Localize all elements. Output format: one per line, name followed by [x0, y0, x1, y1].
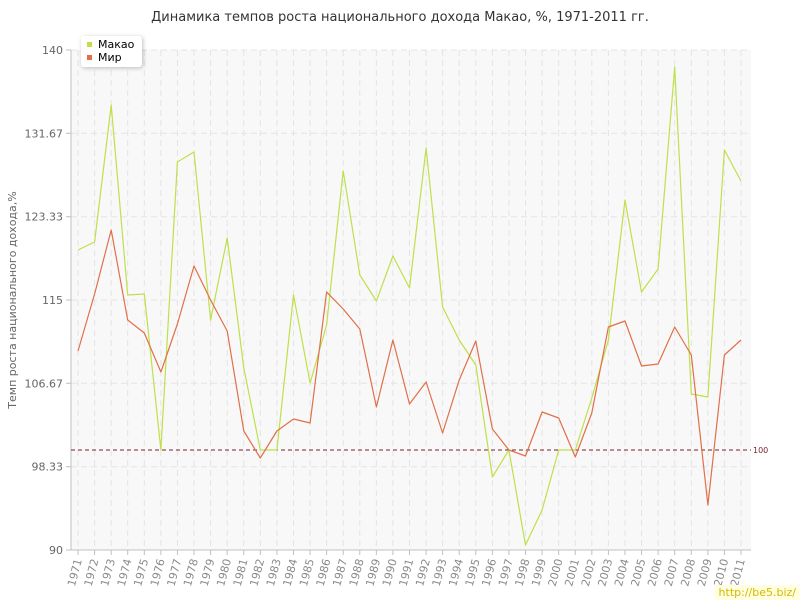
y-tick-label: 106.67: [25, 377, 64, 390]
legend-label-world: Мир: [98, 51, 122, 64]
series-line-macao: [77, 66, 742, 546]
y-tick-label: 90: [49, 544, 63, 557]
legend-swatch-world: [87, 55, 92, 60]
watermark-link[interactable]: http://be5.biz/: [714, 585, 800, 600]
legend-label-macao: Макао: [98, 38, 135, 51]
legend: Макао Мир: [81, 36, 143, 67]
y-tick-label: 140: [42, 44, 63, 57]
x-tick-label: 2011: [728, 557, 748, 587]
y-tick-label: 123.33: [25, 211, 64, 224]
legend-swatch-macao: [87, 42, 92, 47]
legend-item-macao[interactable]: Макао: [87, 38, 134, 51]
y-tick-label: 98.33: [32, 461, 64, 474]
reference-line-label: 100: [753, 446, 768, 455]
legend-item-world[interactable]: Мир: [87, 51, 134, 64]
series-line-world: [77, 229, 742, 506]
y-axis-label: Темп роста национального дохода,%: [6, 191, 19, 409]
y-tick-label: 131.67: [25, 127, 64, 140]
y-tick-label: 115: [42, 294, 63, 307]
chart-title: Динамика темпов роста национального дохо…: [151, 10, 649, 25]
